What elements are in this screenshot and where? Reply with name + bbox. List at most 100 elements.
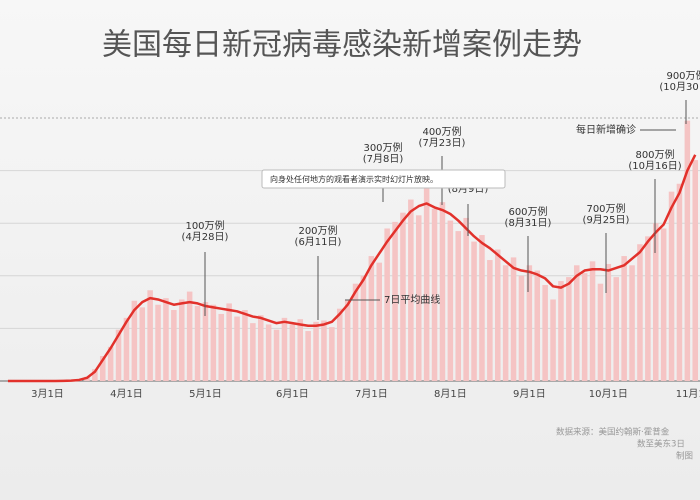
annotation-date: (9月25日) <box>583 214 630 226</box>
annotation-label: 600万例 <box>508 205 547 218</box>
bar <box>336 308 343 381</box>
bar <box>550 299 556 381</box>
bar <box>637 244 643 381</box>
bar <box>352 283 359 381</box>
bar <box>494 249 501 381</box>
source-note: 数据来源：美国约翰斯·霍普金 <box>556 427 670 438</box>
bar <box>194 306 201 381</box>
bar <box>234 316 240 381</box>
x-tick-label: 8月1日 <box>434 388 467 400</box>
bar <box>257 315 264 381</box>
x-tick-label: 4月1日 <box>110 388 143 400</box>
bar <box>589 261 596 381</box>
bar <box>131 300 138 381</box>
bar <box>321 320 327 381</box>
bar <box>645 236 651 381</box>
x-tick-label: 7月1日 <box>355 388 388 400</box>
x-tick-label: 3月1日 <box>31 388 64 400</box>
bar <box>376 262 383 381</box>
bar <box>210 304 217 381</box>
bar <box>242 309 248 381</box>
bar <box>597 283 604 381</box>
bar <box>621 256 627 381</box>
annotation-date: (8月31日) <box>505 217 552 229</box>
bar <box>660 228 667 381</box>
bar <box>226 303 232 381</box>
bar <box>605 263 612 381</box>
bar <box>218 313 225 381</box>
bar <box>273 329 280 381</box>
bar <box>202 302 209 381</box>
bar <box>668 191 675 381</box>
bar <box>415 215 422 381</box>
bar <box>518 275 525 381</box>
bar <box>676 183 683 381</box>
tooltip-text: 向身处任何地方的观看者演示实时幻灯片放映。 <box>270 174 438 184</box>
bar <box>392 221 398 381</box>
bar <box>139 307 146 381</box>
bar <box>558 281 564 381</box>
bar <box>368 256 375 381</box>
bar <box>289 324 296 381</box>
bar <box>250 323 256 381</box>
annotation-label: 100万例 <box>185 219 224 232</box>
bar <box>487 260 493 381</box>
source-note: 数至美东3日 <box>637 439 685 450</box>
bar <box>360 275 367 381</box>
bar <box>542 285 548 381</box>
bar <box>510 257 517 381</box>
bar <box>178 299 185 381</box>
chart-title: 美国每日新冠病毒感染新增案例走势 <box>102 28 582 63</box>
bar <box>684 120 691 381</box>
x-tick-label: 6月1日 <box>276 388 309 400</box>
bar <box>107 346 114 381</box>
bar <box>329 327 335 381</box>
annotation-date: (7月23日) <box>419 137 466 149</box>
bar <box>147 290 153 381</box>
bar <box>439 202 446 381</box>
series-label: 每日新增确诊 <box>576 123 636 136</box>
bar <box>423 186 430 381</box>
bar <box>123 317 130 381</box>
bar <box>629 265 635 381</box>
series-label: 7日平均曲线 <box>384 293 440 306</box>
annotation-date: (7月8日) <box>363 153 404 165</box>
bar <box>534 270 541 381</box>
bar <box>400 212 406 381</box>
bar <box>155 304 161 381</box>
bar <box>573 265 580 381</box>
bar <box>408 199 414 381</box>
annotation-label: 700万例 <box>586 202 625 215</box>
bar <box>463 217 469 381</box>
bar <box>186 291 193 381</box>
annotation-date: (10月30日) <box>659 81 700 93</box>
x-tick-label: 5月1日 <box>189 388 222 400</box>
bar <box>384 228 390 381</box>
x-tick-label: 10月1日 <box>589 388 628 400</box>
x-tick-label: 11月1日 <box>676 388 700 400</box>
annotation-label: 300万例 <box>363 141 402 154</box>
x-tick-label: 9月1日 <box>513 388 546 400</box>
bar <box>92 369 98 381</box>
bar <box>566 277 572 381</box>
bar <box>99 356 106 381</box>
source-note: 制图 <box>676 451 693 462</box>
bar <box>163 298 169 381</box>
bar <box>265 324 272 381</box>
annotation-label: 800万例 <box>635 148 674 161</box>
bar <box>692 160 699 381</box>
bar <box>581 273 588 381</box>
annotation-date: (10月16日) <box>628 160 681 172</box>
bar <box>297 319 304 381</box>
bar <box>431 208 438 381</box>
annotation-label: 900万例 <box>666 69 700 82</box>
bar <box>447 220 454 381</box>
annotation-label: 200万例 <box>298 224 337 237</box>
bar <box>652 223 659 381</box>
annotation-date: (6月11日) <box>295 236 342 248</box>
bar <box>313 321 319 381</box>
bar <box>613 277 620 381</box>
bar <box>171 309 177 381</box>
bar <box>502 265 509 381</box>
